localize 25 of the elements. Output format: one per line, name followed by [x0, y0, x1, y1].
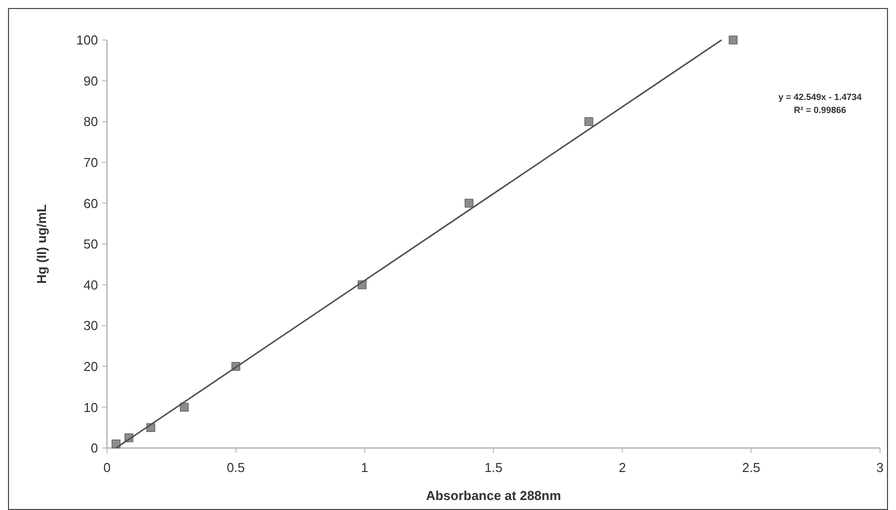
- y-axis-title: Hg (II) ug/mL: [34, 204, 49, 284]
- x-axis-title: Absorbance at 288nm: [426, 488, 562, 503]
- x-tick-label: 2.5: [742, 460, 760, 475]
- x-tick-label: 0.5: [226, 460, 245, 475]
- y-tick-label: 80: [84, 114, 98, 130]
- y-tick-label: 90: [84, 73, 98, 88]
- y-tick-label: 50: [84, 236, 98, 252]
- annotation: y = 42.549x - 1.4734: [778, 92, 862, 102]
- y-tick-label: 70: [84, 154, 98, 170]
- y-tick-label: 20: [84, 358, 98, 374]
- point: [464, 198, 474, 208]
- point: [584, 117, 594, 126]
- y-tick-label: 100: [76, 32, 98, 48]
- y-tick-label: 60: [84, 196, 98, 211]
- x-tick-label: 3: [876, 460, 884, 475]
- x-tick-label: 2: [618, 460, 626, 475]
- y-tick-label: 0: [90, 440, 98, 456]
- y-tick-label: 30: [84, 318, 98, 334]
- point: [728, 36, 738, 44]
- x-tick-label: 0: [103, 460, 111, 475]
- x-tick-label: 1: [361, 460, 368, 475]
- annotation: R² = 0.99866: [794, 105, 846, 115]
- x-tick-label: 1.5: [484, 460, 503, 475]
- y-tick-label: 10: [84, 400, 98, 415]
- y-tick-label: 40: [84, 277, 98, 292]
